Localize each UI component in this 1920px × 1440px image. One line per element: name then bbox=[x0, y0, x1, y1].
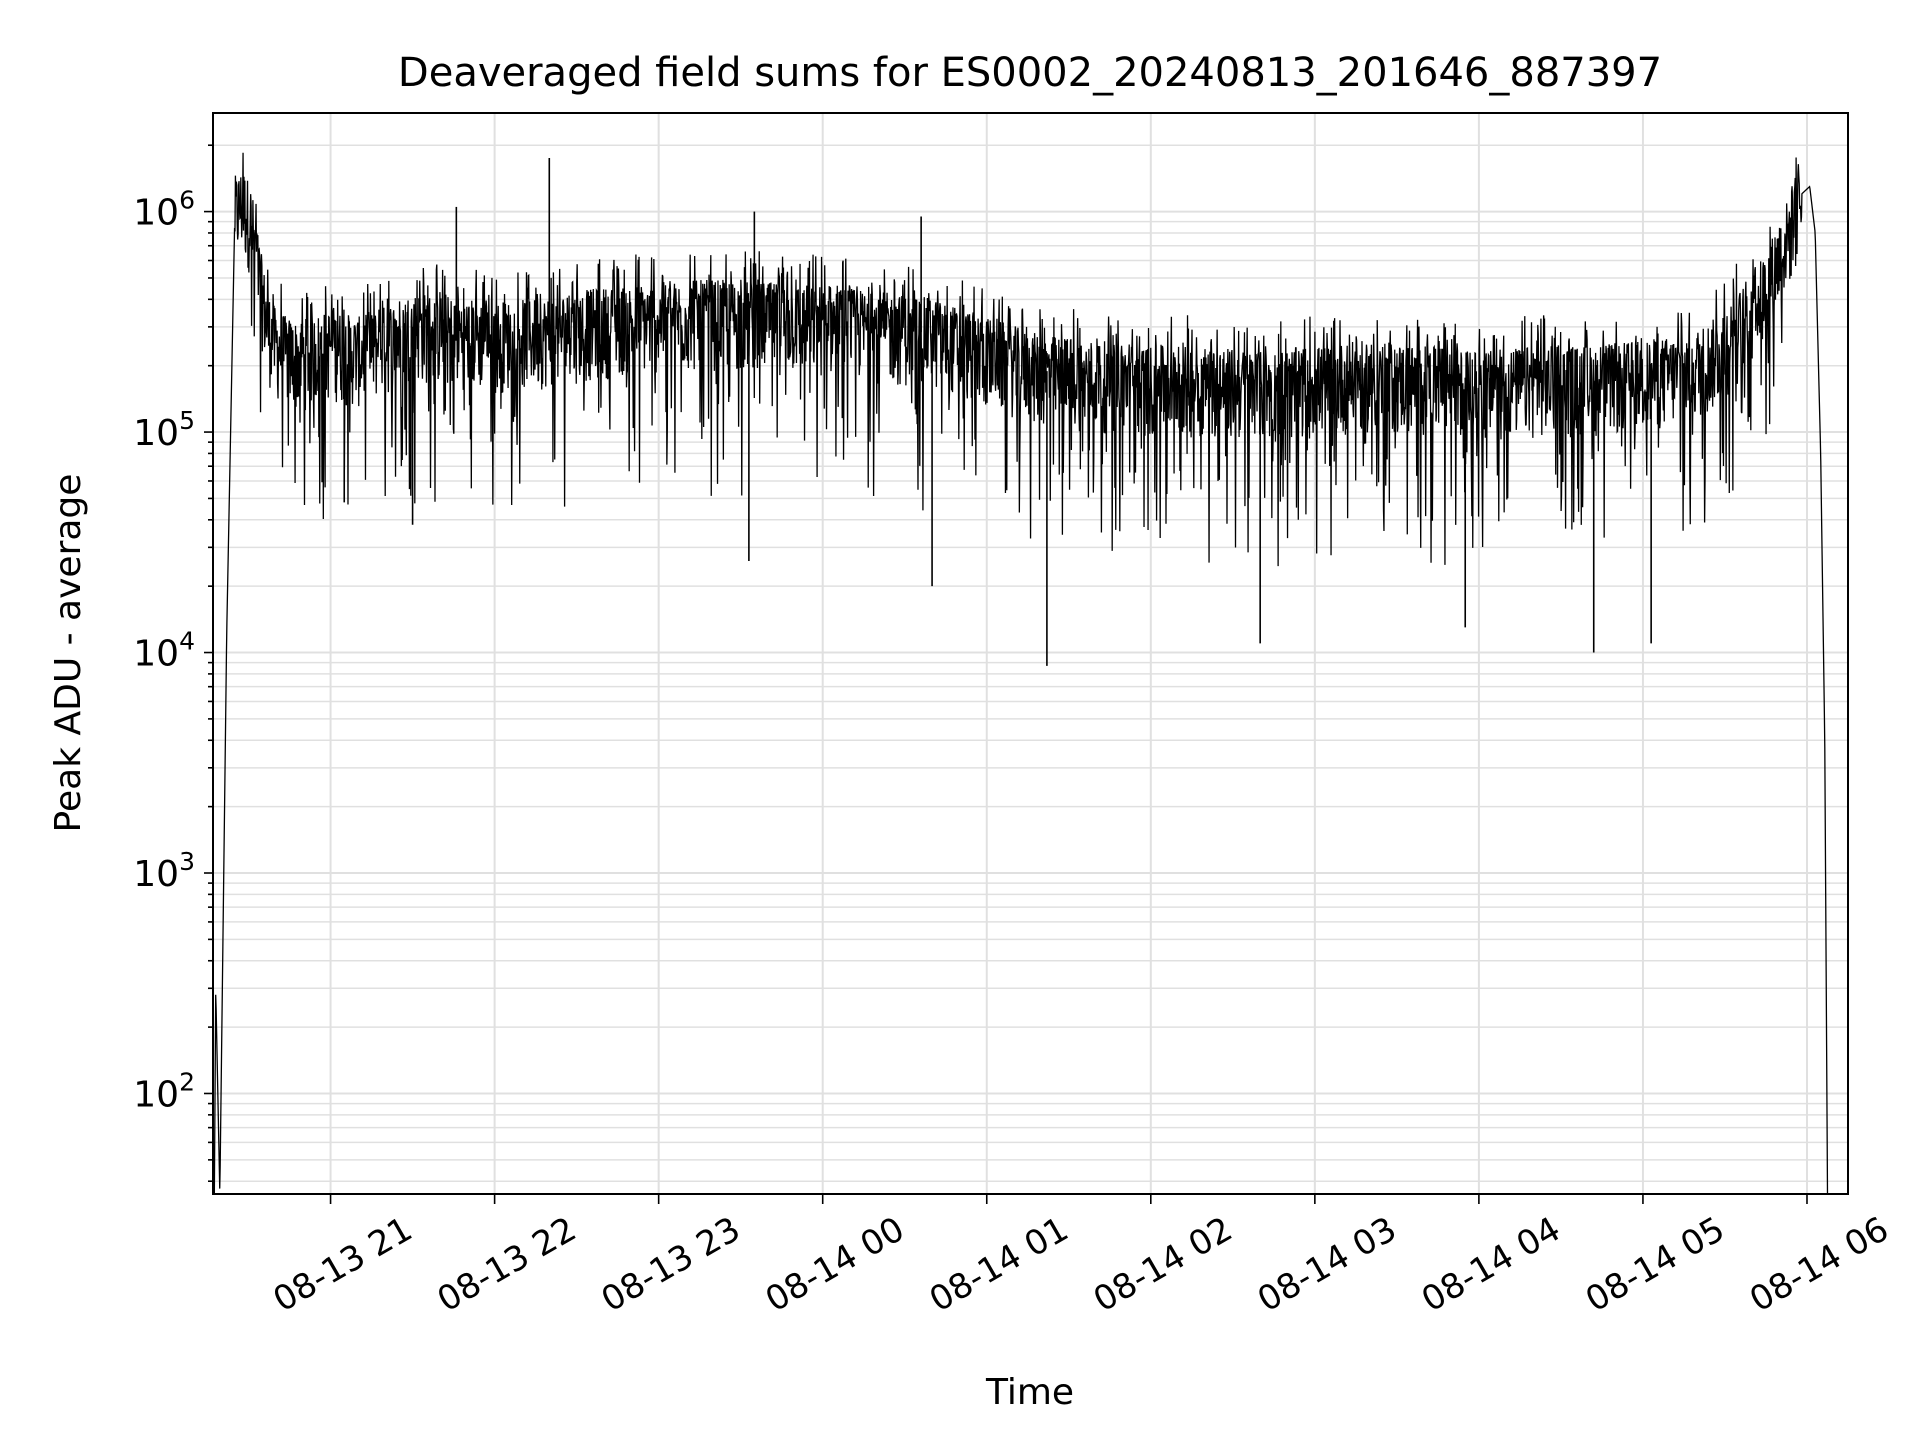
chart-title: Deaveraged field sums for ES0002_2024081… bbox=[398, 50, 1662, 96]
y-tick-label: 105 bbox=[133, 406, 195, 454]
x-axis-label: Time bbox=[985, 1372, 1074, 1413]
y-tick-label-exponent: 3 bbox=[179, 847, 195, 876]
y-tick-label-exponent: 4 bbox=[179, 627, 195, 656]
plot-frame bbox=[212, 112, 1849, 1195]
y-tick-label-exponent: 6 bbox=[179, 186, 195, 215]
y-axis-label: Peak ADU - average bbox=[48, 474, 89, 833]
y-tick-label: 106 bbox=[133, 186, 195, 234]
y-tick-label-base: 10 bbox=[133, 413, 179, 454]
y-tick-label-base: 10 bbox=[133, 1074, 179, 1115]
y-tick-label-base: 10 bbox=[133, 854, 179, 895]
y-tick-label: 102 bbox=[133, 1067, 195, 1115]
data-layer bbox=[213, 152, 1829, 1195]
y-tick-label-base: 10 bbox=[133, 634, 179, 675]
y-tick-label: 104 bbox=[133, 627, 195, 675]
data-series-line bbox=[213, 152, 1829, 1195]
grid-lines bbox=[213, 113, 1848, 1194]
y-tick-label-exponent: 2 bbox=[179, 1067, 195, 1096]
y-tick-label-exponent: 5 bbox=[179, 406, 195, 435]
y-tick-label-base: 10 bbox=[133, 193, 179, 234]
y-tick-label: 103 bbox=[133, 847, 195, 895]
